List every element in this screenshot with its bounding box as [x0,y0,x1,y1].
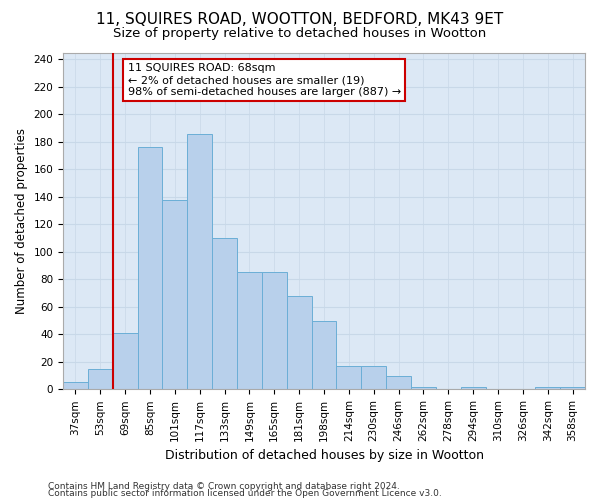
Bar [237,272,262,390]
Bar [113,333,137,390]
Bar [287,296,311,390]
Bar [560,386,585,390]
Bar [311,320,337,390]
Text: Contains public sector information licensed under the Open Government Licence v3: Contains public sector information licen… [48,490,442,498]
Bar [63,382,88,390]
X-axis label: Distribution of detached houses by size in Wootton: Distribution of detached houses by size … [164,450,484,462]
Text: Contains HM Land Registry data © Crown copyright and database right 2024.: Contains HM Land Registry data © Crown c… [48,482,400,491]
Text: 11, SQUIRES ROAD, WOOTTON, BEDFORD, MK43 9ET: 11, SQUIRES ROAD, WOOTTON, BEDFORD, MK43… [97,12,503,28]
Bar [337,366,361,390]
Bar [187,134,212,390]
Bar [361,366,386,390]
Bar [163,200,187,390]
Text: 11 SQUIRES ROAD: 68sqm
← 2% of detached houses are smaller (19)
98% of semi-deta: 11 SQUIRES ROAD: 68sqm ← 2% of detached … [128,64,401,96]
Bar [411,386,436,390]
Bar [535,386,560,390]
Bar [88,368,113,390]
Text: Size of property relative to detached houses in Wootton: Size of property relative to detached ho… [113,28,487,40]
Bar [137,148,163,390]
Bar [461,386,485,390]
Bar [262,272,287,390]
Bar [212,238,237,390]
Bar [386,376,411,390]
Y-axis label: Number of detached properties: Number of detached properties [15,128,28,314]
